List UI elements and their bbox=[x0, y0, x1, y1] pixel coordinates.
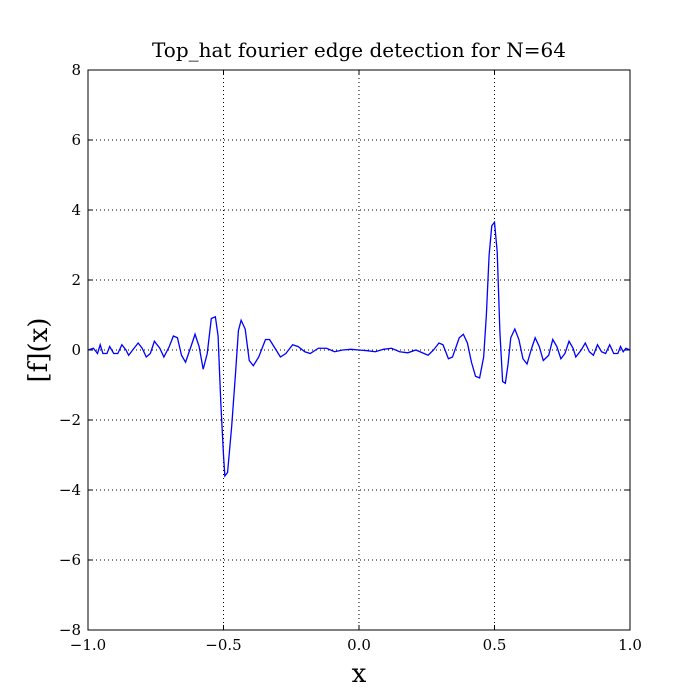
x-tick-label: 0.0 bbox=[347, 636, 371, 654]
x-tick-label: −1.0 bbox=[70, 636, 106, 654]
y-tick-label: −4 bbox=[59, 481, 81, 499]
chart-title: Top_hat fourier edge detection for N=64 bbox=[152, 38, 566, 62]
x-tick-label: −0.5 bbox=[205, 636, 241, 654]
y-tick-label: −6 bbox=[59, 551, 81, 569]
y-tick-label: 4 bbox=[71, 201, 81, 219]
y-tick-label: −2 bbox=[59, 411, 81, 429]
y-tick-label: 6 bbox=[71, 131, 81, 149]
data-line bbox=[87, 220, 631, 478]
x-tick-label: 0.5 bbox=[483, 636, 507, 654]
y-tick-label: −8 bbox=[59, 621, 81, 639]
plot-frame bbox=[87, 69, 631, 631]
y-tick-label: 0 bbox=[71, 341, 81, 359]
y-tick-label: 2 bbox=[71, 271, 81, 289]
x-tick-label: 1.0 bbox=[618, 636, 642, 654]
y-tick-label: 8 bbox=[71, 61, 81, 79]
y-axis-label: [f](x) bbox=[24, 318, 54, 383]
x-axis-label: x bbox=[352, 659, 367, 689]
